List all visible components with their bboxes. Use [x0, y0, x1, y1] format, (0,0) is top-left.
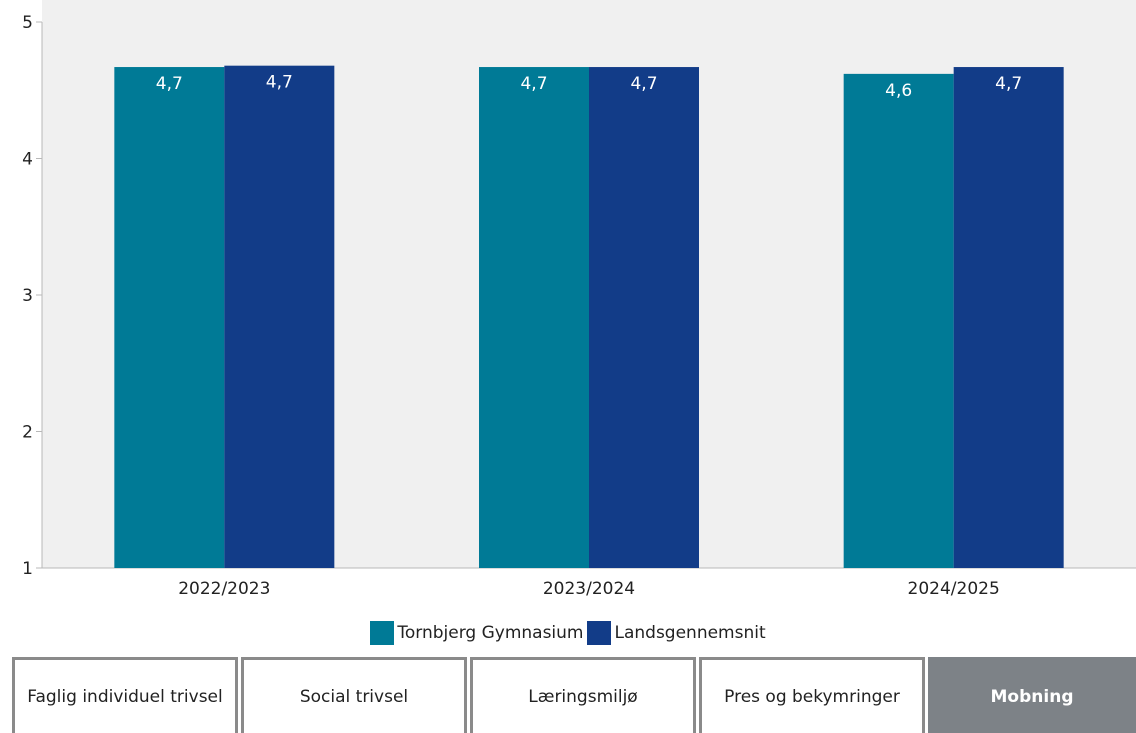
bar[interactable] [224, 65, 335, 569]
y-tick-label: 4 [22, 150, 33, 170]
bar-value-label: 4,6 [885, 81, 912, 101]
y-tick-label: 3 [22, 286, 33, 306]
legend-item-landsgennemsnit[interactable]: Landsgennemsnit [587, 621, 766, 645]
tab-label: Faglig individuel trivsel [27, 686, 223, 707]
bar[interactable] [114, 67, 225, 569]
x-category-label: 2023/2024 [543, 579, 635, 599]
y-tick-label: 1 [22, 559, 33, 579]
x-category-label: 2022/2023 [178, 579, 270, 599]
tab-label: Mobning [990, 686, 1074, 707]
tab-label: Pres og bekymringer [724, 686, 900, 707]
tab-social-trivsel[interactable]: Social trivsel [241, 657, 467, 733]
y-axis-ticks: 1 2 3 4 5 [22, 13, 42, 579]
category-tabs: Faglig individuel trivsel Social trivsel… [0, 657, 1136, 733]
bar[interactable] [589, 67, 699, 569]
tab-label: Social trivsel [299, 686, 409, 707]
tab-faglig-individuel-trivsel[interactable]: Faglig individuel trivsel [12, 657, 238, 733]
bar[interactable] [843, 73, 954, 569]
bar-value-label: 4,7 [995, 74, 1022, 94]
legend-swatch-tornbjerg [370, 621, 395, 645]
bar-value-label: 4,7 [156, 74, 183, 94]
bar-value-label: 4,7 [266, 73, 293, 93]
legend-item-tornbjerg[interactable]: Tornbjerg Gymnasium [370, 621, 583, 645]
category-labels: 2022/2023 2023/2024 2024/2025 [178, 579, 1000, 599]
y-tick-label: 5 [22, 13, 33, 33]
bar[interactable] [479, 67, 589, 569]
tab-laeringsmiljo[interactable]: Læringsmiljø [470, 657, 696, 733]
y-tick-label: 2 [22, 423, 33, 443]
tab-mobning[interactable]: Mobning [928, 657, 1136, 733]
legend-label-tornbjerg: Tornbjerg Gymnasium [397, 623, 584, 643]
legend: Tornbjerg Gymnasium Landsgennemsnit [0, 621, 1136, 645]
x-category-label: 2024/2025 [908, 579, 1000, 599]
bar-chart: 1 2 3 4 5 4,7 4,7 4,7 4,7 4,6 4,7 2022/2023 2023/2… [22, 0, 1136, 599]
bar[interactable] [953, 67, 1064, 569]
tab-pres-og-bekymringer[interactable]: Pres og bekymringer [699, 657, 925, 733]
legend-swatch-landsgennemsnit [587, 621, 612, 645]
legend-label-landsgennemsnit: Landsgennemsnit [614, 623, 766, 643]
bar-value-label: 4,7 [520, 74, 547, 94]
bars: 4,7 4,7 4,7 4,7 4,6 4,7 [114, 65, 1064, 569]
tab-label: Læringsmiljø [528, 686, 638, 707]
bar-value-label: 4,7 [630, 74, 657, 94]
